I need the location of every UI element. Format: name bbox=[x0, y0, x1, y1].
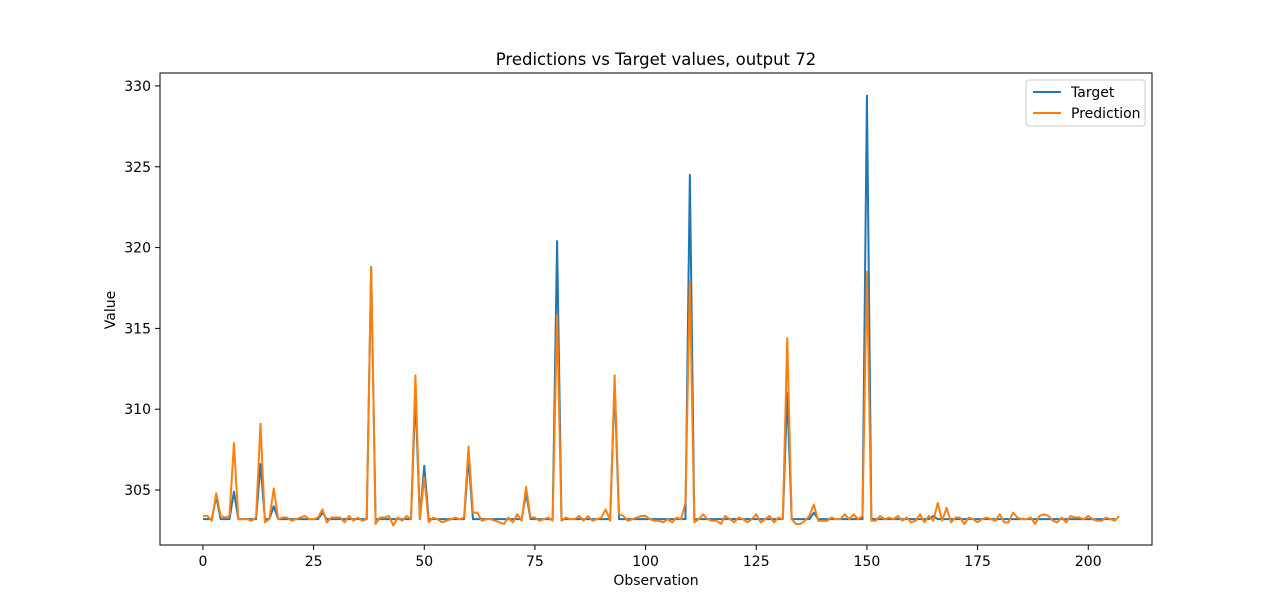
y-tick-label: 305 bbox=[124, 483, 151, 499]
x-axis: 0 25 50 75 100 125 150 175 200 bbox=[198, 545, 1102, 570]
y-tick-label: 310 bbox=[124, 402, 151, 418]
legend-label-prediction: Prediction bbox=[1071, 106, 1141, 122]
x-tick-label: 75 bbox=[526, 554, 544, 570]
y-tick-label: 320 bbox=[124, 241, 151, 257]
series-layer bbox=[202, 94, 1120, 527]
x-tick-label: 200 bbox=[1075, 554, 1102, 570]
x-tick-label: 125 bbox=[743, 554, 770, 570]
y-tick-label: 325 bbox=[124, 160, 151, 176]
x-tick-label: 150 bbox=[854, 554, 881, 570]
y-tick-label: 315 bbox=[124, 321, 151, 337]
x-tick-label: 0 bbox=[198, 554, 207, 570]
x-axis-title: Observation bbox=[613, 573, 698, 589]
chart-title: Predictions vs Target values, output 72 bbox=[496, 50, 817, 69]
y-tick-label: 330 bbox=[124, 79, 151, 95]
y-axis: 305 310 315 320 325 330 bbox=[124, 79, 160, 499]
x-tick-label: 25 bbox=[305, 554, 323, 570]
series-line-prediction bbox=[202, 265, 1120, 527]
legend-label-target: Target bbox=[1070, 85, 1115, 101]
legend: Target Prediction bbox=[1025, 79, 1146, 127]
x-tick-label: 100 bbox=[632, 554, 659, 570]
x-tick-label: 50 bbox=[415, 554, 433, 570]
y-axis-title: Value bbox=[103, 291, 119, 329]
plot-frame bbox=[159, 72, 1153, 546]
x-tick-label: 175 bbox=[964, 554, 991, 570]
